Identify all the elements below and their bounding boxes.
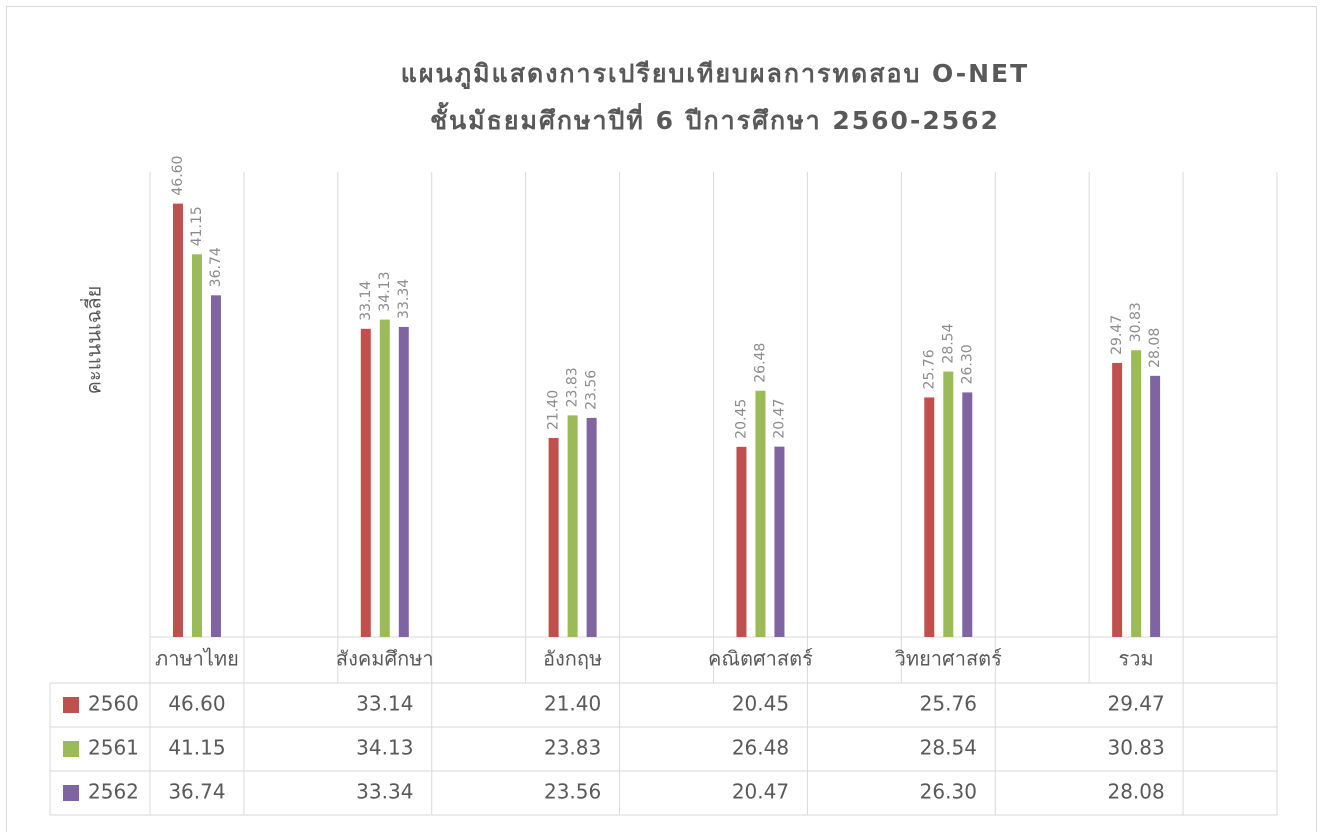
table-value: 23.83 [544,736,601,760]
table-value: 25.76 [920,692,977,716]
table-value: 26.30 [920,780,977,804]
value-label: 20.47 [771,399,787,439]
x-tick-label: คณิตศาสตร์ [708,647,813,671]
value-label: 23.56 [584,370,600,410]
table-value: 26.48 [732,736,789,760]
bar [398,326,409,637]
bar [755,390,766,637]
legend-label: 2561 [88,736,139,760]
bar [586,417,597,637]
value-label: 34.13 [377,271,393,311]
value-label: 33.14 [358,281,374,321]
x-tick-label: รวม [1119,647,1154,671]
chart-title: แผนภูมิแสดงการเปรียบเทียบผลการทดสอบ O-NE… [401,59,1029,90]
legend-key [63,697,79,713]
table-value: 29.47 [1107,692,1164,716]
value-label: 25.76 [921,349,937,389]
value-label: 46.60 [170,156,186,196]
bar [379,319,390,637]
bar [924,397,935,637]
x-tick-label: วิทยาศาสตร์ [895,647,1002,671]
value-label: 28.08 [1147,328,1163,368]
chart-subtitle: ชั้นมัธยมศึกษาปีที่ 6 ปีการศึกษา 2560-25… [430,101,1000,135]
value-label: 26.48 [752,343,768,383]
value-label: 36.74 [208,247,224,287]
value-label: 26.30 [959,344,975,384]
table-value: 28.54 [920,736,977,760]
bar [774,446,785,637]
bar [736,446,747,637]
x-tick-label: อังกฤษ [543,647,602,671]
legend-label: 2560 [88,692,139,716]
value-label: 41.15 [189,206,205,246]
table-value: 23.56 [544,780,601,804]
value-label: 21.40 [546,390,562,430]
x-tick-label: ภาษาไทย [155,647,239,671]
legend-label: 2562 [88,780,139,804]
table-value: 33.34 [356,780,413,804]
bar [962,392,973,637]
table-value: 34.13 [356,736,413,760]
value-label: 28.54 [940,323,956,363]
bar [210,295,221,637]
table-value: 33.14 [356,692,413,716]
table-value: 21.40 [544,692,601,716]
table-value: 20.45 [732,692,789,716]
value-label: 23.83 [565,367,581,407]
bar [567,415,578,637]
bar [1150,375,1161,637]
legend-key [63,741,79,757]
y-axis-title: คะแนนเฉลี่ย [80,286,106,395]
bar [943,371,954,637]
table-value: 20.47 [732,780,789,804]
bar [191,254,202,637]
value-label: 20.45 [733,399,749,439]
table-value: 30.83 [1107,736,1164,760]
x-tick-label: สังคมศึกษา [336,647,434,671]
bar [1131,350,1142,637]
bar [172,203,183,637]
bar [360,328,371,637]
table-value: 46.60 [168,692,225,716]
legend-key [63,785,79,801]
bar [548,437,559,637]
table-value: 41.15 [168,736,225,760]
table-value: 36.74 [168,780,225,804]
value-label: 30.83 [1128,302,1144,342]
table-value: 28.08 [1107,780,1164,804]
bar [1112,362,1123,637]
value-label: 29.47 [1109,315,1125,355]
chart-border [6,6,1317,832]
value-label: 33.34 [396,279,412,319]
